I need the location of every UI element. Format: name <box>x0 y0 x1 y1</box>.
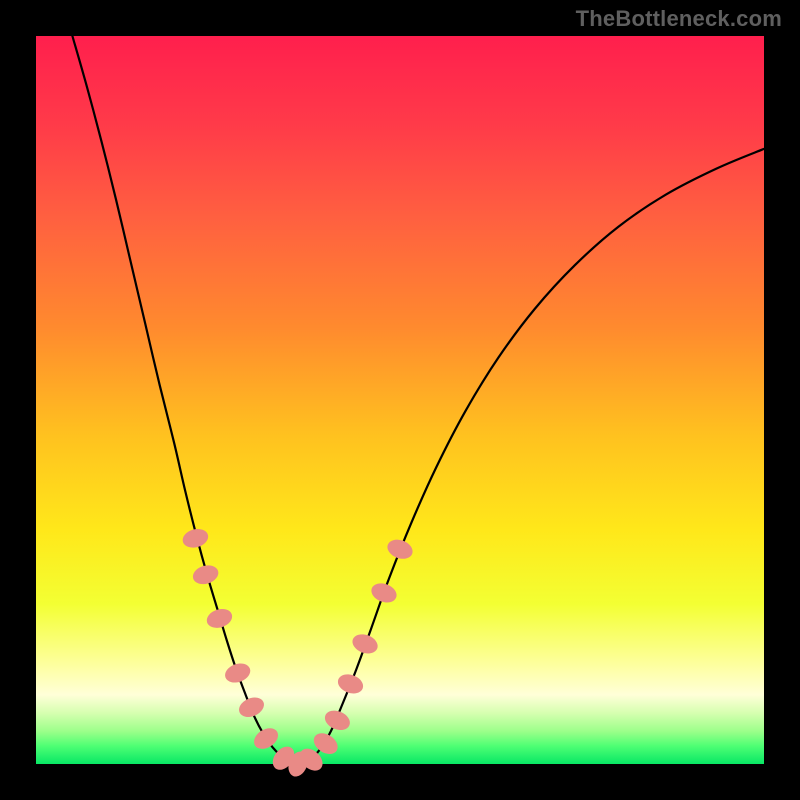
gradient-background <box>36 36 764 764</box>
watermark-text: TheBottleneck.com <box>576 6 782 32</box>
stage: TheBottleneck.com <box>0 0 800 800</box>
plot-frame <box>36 36 764 764</box>
